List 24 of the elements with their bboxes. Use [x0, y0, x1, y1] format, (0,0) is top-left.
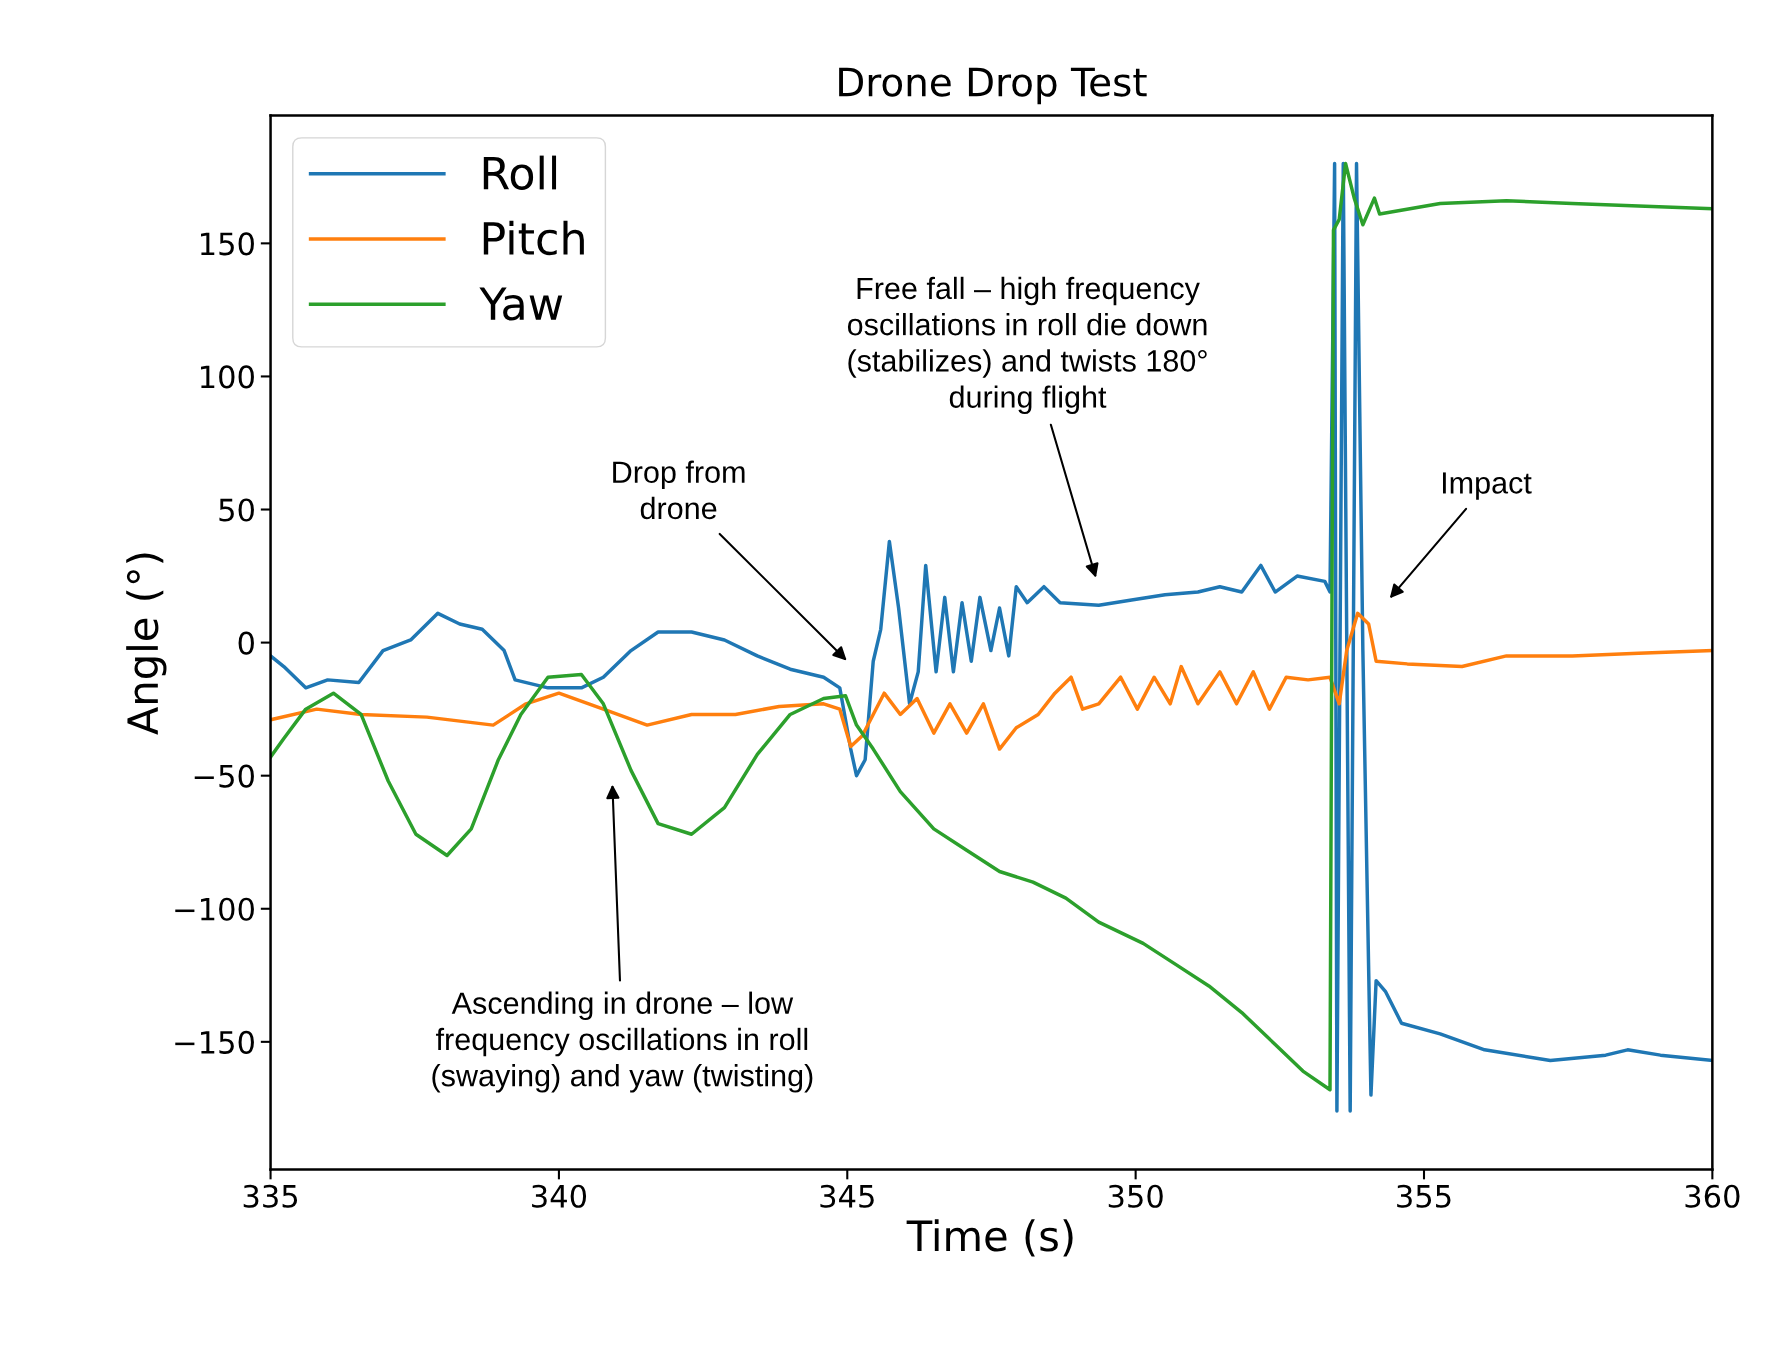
y-tick-label: −100 — [175, 897, 254, 921]
x-tick-label: 350 — [1108, 1184, 1163, 1208]
x-tick-label: 335 — [243, 1184, 298, 1208]
line-series — [270, 611, 1713, 751]
y-tick-label: −50 — [194, 764, 254, 788]
y-axis-title: Angle (°) — [126, 553, 167, 735]
y-tick-label: −150 — [175, 1030, 254, 1054]
legend-label: Roll — [483, 155, 557, 190]
x-tick-label: 355 — [1397, 1184, 1451, 1208]
x-tick-label: 360 — [1685, 1184, 1740, 1208]
y-tick-label: 100 — [201, 365, 254, 389]
annotation: Free fall – high frequency oscillations in roll die down (stabilizes) and twists 180° during flight — [847, 276, 1207, 414]
legend-label: Yaw — [479, 287, 563, 321]
annotation: Drop from drone — [613, 460, 745, 520]
y-tick-label: 50 — [219, 498, 254, 522]
legend-label: Pitch — [483, 220, 584, 256]
x-axis-title: Time (s) — [906, 1219, 1073, 1257]
annotation: Impact — [1442, 472, 1532, 500]
annotation: Ascending in drone – low frequency oscillations in roll (swaying) and yaw (twisting) — [432, 991, 813, 1093]
y-tick-label: 0 — [238, 631, 254, 655]
y-tick-label: 150 — [201, 232, 254, 256]
x-tick-label: 340 — [532, 1184, 587, 1208]
x-tick-label: 345 — [820, 1184, 874, 1208]
chart-title: Drone Drop Test — [839, 67, 1147, 105]
